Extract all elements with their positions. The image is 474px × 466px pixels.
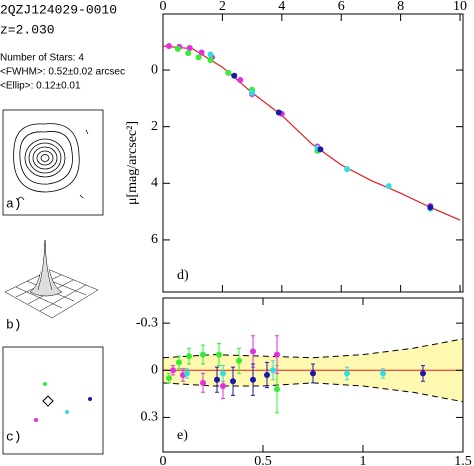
y-tick-label: -0.3 [136,315,158,330]
data-point [176,359,182,366]
data-point [380,370,386,377]
data-point [200,351,206,358]
redshift: z=2.030 [0,22,55,37]
data-point [236,357,242,364]
contour-panel [2,109,104,216]
x-tick-label: 1.5 [454,454,472,466]
panel-label: e) [177,428,188,443]
data-point [174,45,181,52]
y-tick-label: 0.3 [141,410,159,425]
data-point [420,370,426,377]
data-point [344,370,350,377]
y-tick-label: 4 [151,176,158,191]
x-tick-label: 4 [278,0,285,14]
data-point [230,378,236,385]
y-tick-label: 6 [151,232,158,247]
data-point [270,367,276,374]
data-point [184,370,190,377]
data-point [427,204,434,211]
data-point [264,372,270,378]
data-point [170,367,176,374]
x-tick-label: 10 [453,0,467,14]
data-point [186,353,192,360]
panel-label: c) [6,429,22,444]
data-point [237,76,244,83]
data-point [165,42,172,49]
y-tick-label: 2 [151,119,158,134]
band-edge [162,338,464,359]
x-tick-label: 1 [360,454,367,466]
data-point [214,376,220,383]
y-tick-label: 0 [151,62,158,77]
star-positions-panel [2,346,104,455]
star-count: Number of Stars: 4 [0,53,84,64]
object-name: 2QZJ124029-0010 [0,2,117,17]
data-point [274,351,280,358]
data-point [220,383,226,389]
x-tick-label: 0 [160,0,167,14]
data-point [198,49,205,56]
data-point [250,348,256,355]
data-point [225,69,232,76]
data-point [207,51,214,58]
surface-panel [4,239,99,319]
y-tick-label: 0 [151,363,158,378]
ellipticity: <Ellip>: 0.12±0.01 [0,81,81,92]
plot-frame [162,297,464,453]
data-point [249,89,256,96]
x-tick-label: 2 [219,0,226,14]
data-point [207,57,214,64]
fwhm: <FWHM>: 0.52±0.02 arcsec [0,67,125,78]
data-point [200,379,206,386]
data-point [185,50,192,57]
x-tick-label: 0 [160,454,167,466]
plot-frame [162,13,464,293]
data-point [216,351,222,358]
model-curve [162,45,461,221]
data-point [195,54,202,61]
panel-label: b) [6,317,22,332]
data-point [186,44,193,51]
data-point [220,370,226,377]
data-point [310,370,316,377]
x-tick-label: 6 [338,0,345,14]
data-point [344,166,351,173]
panel-label: d) [177,268,189,283]
panel-label: a) [6,196,22,211]
x-tick-label: 8 [397,0,404,14]
data-point [250,376,256,383]
data-point [166,375,172,382]
y-axis-label: μ[mag/arcsec²] [125,121,140,205]
data-point [231,72,238,79]
data-point [274,386,280,393]
data-point [385,183,392,190]
x-tick-label: 0.5 [254,454,272,466]
data-point [275,109,282,116]
data-point [317,146,324,153]
